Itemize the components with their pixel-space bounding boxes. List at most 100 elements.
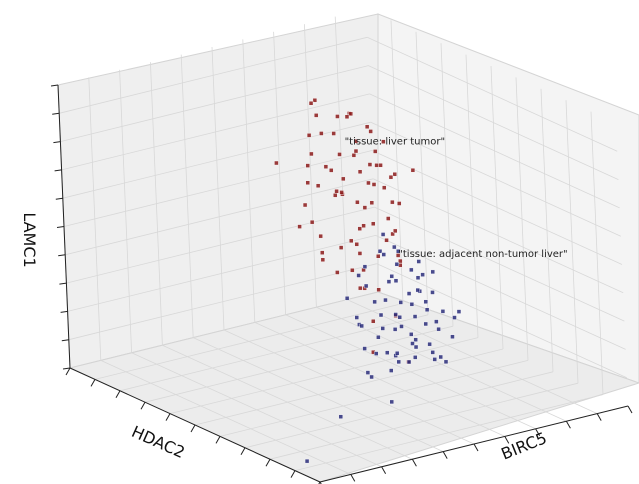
x-tick [627, 405, 633, 414]
grid-line [369, 93, 620, 209]
x-tick [535, 428, 541, 437]
point-adjacent-non-tumor [399, 324, 404, 329]
z-tick [60, 310, 68, 313]
point-liver-tumor [351, 153, 357, 158]
grid-line [370, 121, 621, 237]
point-adjacent-non-tumor [430, 290, 435, 295]
grid-line [347, 299, 598, 414]
point-adjacent-non-tumor [427, 341, 432, 347]
point-adjacent-non-tumor [389, 399, 394, 405]
z-tick [58, 254, 66, 257]
point-adjacent-non-tumor [443, 359, 449, 365]
point-adjacent-non-tumor [413, 355, 418, 360]
grid-line [242, 39, 256, 323]
point-liver-tumor [362, 205, 368, 210]
point-adjacent-non-tumor [413, 337, 418, 342]
point-liver-tumor [315, 183, 321, 188]
point-liver-tumor [353, 138, 359, 144]
axes-panes [57, 13, 639, 483]
point-adjacent-non-tumor [380, 326, 385, 331]
point-adjacent-non-tumor [410, 341, 415, 346]
point-liver-tumor [378, 163, 383, 168]
point-adjacent-non-tumor [377, 249, 383, 254]
point-adjacent-non-tumor [396, 359, 401, 365]
point-liver-tumor [367, 162, 373, 167]
grid-line [515, 77, 529, 361]
point-liver-tumor [368, 129, 373, 134]
point-liver-tumor [334, 189, 339, 194]
point-liver-tumor [353, 148, 359, 154]
y-tick [115, 390, 121, 399]
point-adjacent-non-tumor [383, 297, 388, 303]
point-liver-tumor [398, 258, 403, 264]
point-adjacent-non-tumor [423, 321, 428, 327]
point-liver-tumor [320, 250, 325, 255]
point-liver-tumor [355, 200, 360, 205]
x-tick [565, 420, 571, 429]
point-liver-tumor [354, 242, 359, 247]
point-adjacent-non-tumor [385, 350, 390, 355]
point-adjacent-non-tumor [415, 275, 421, 280]
grid-line [294, 394, 604, 471]
grid-line [565, 100, 579, 384]
z-tick [61, 339, 69, 342]
point-liver-tumor [274, 160, 279, 166]
point-liver-tumor [337, 152, 342, 157]
point-adjacent-non-tumor [354, 315, 359, 320]
z-tick [50, 84, 59, 87]
point-liver-tumor [390, 199, 395, 205]
point-liver-tumor [386, 216, 391, 221]
point-adjacent-non-tumor [374, 351, 379, 356]
point-adjacent-non-tumor [344, 296, 350, 301]
z-axis-label: LAMC1 [20, 212, 39, 267]
point-adjacent-non-tumor [415, 287, 420, 293]
point-adjacent-non-tumor [304, 458, 310, 464]
grid-line [368, 65, 619, 180]
point-liver-tumor [318, 233, 323, 239]
point-liver-tumor [323, 164, 329, 169]
x-tick [504, 436, 510, 444]
point-liver-tumor [344, 114, 350, 119]
y-tick [265, 458, 271, 467]
point-liver-tumor [366, 180, 371, 186]
point-adjacent-non-tumor [397, 315, 402, 320]
point-liver-tumor [374, 163, 379, 168]
point-liver-tumor [410, 167, 416, 173]
y-tick [318, 481, 321, 484]
point-liver-tumor [371, 221, 376, 226]
z-tick [62, 367, 71, 370]
x-tick [381, 466, 387, 475]
point-adjacent-non-tumor [365, 370, 371, 375]
grid-lines [59, 16, 627, 475]
point-adjacent-non-tumor [430, 269, 435, 275]
point-liver-tumor [333, 193, 338, 198]
point-adjacent-non-tumor [450, 334, 455, 339]
point-liver-tumor [309, 151, 314, 157]
point-adjacent-non-tumor [338, 414, 344, 419]
y-tick [290, 470, 296, 478]
axis-ticks [50, 84, 633, 484]
grid-line [59, 36, 368, 114]
x-tick [411, 458, 417, 467]
grid-line [273, 31, 286, 315]
point-liver-tumor [331, 131, 336, 136]
y-tick [65, 367, 71, 376]
point-liver-tumor [361, 223, 366, 228]
point-adjacent-non-tumor [432, 357, 437, 362]
point-adjacent-non-tumor [416, 259, 421, 264]
point-adjacent-non-tumor [438, 354, 443, 360]
grid-line [540, 88, 554, 372]
point-adjacent-non-tumor [381, 252, 386, 257]
grid-line [63, 150, 373, 227]
data-points [274, 98, 462, 464]
point-adjacent-non-tumor [393, 278, 399, 283]
grid-line [367, 36, 618, 152]
point-adjacent-non-tumor [380, 232, 386, 237]
point-adjacent-non-tumor [434, 319, 439, 324]
point-adjacent-non-tumor [420, 272, 425, 277]
point-adjacent-non-tumor [386, 279, 392, 284]
point-liver-tumor [358, 285, 363, 291]
grid-line [304, 24, 317, 308]
point-liver-tumor [329, 168, 334, 173]
point-adjacent-non-tumor [363, 283, 369, 289]
